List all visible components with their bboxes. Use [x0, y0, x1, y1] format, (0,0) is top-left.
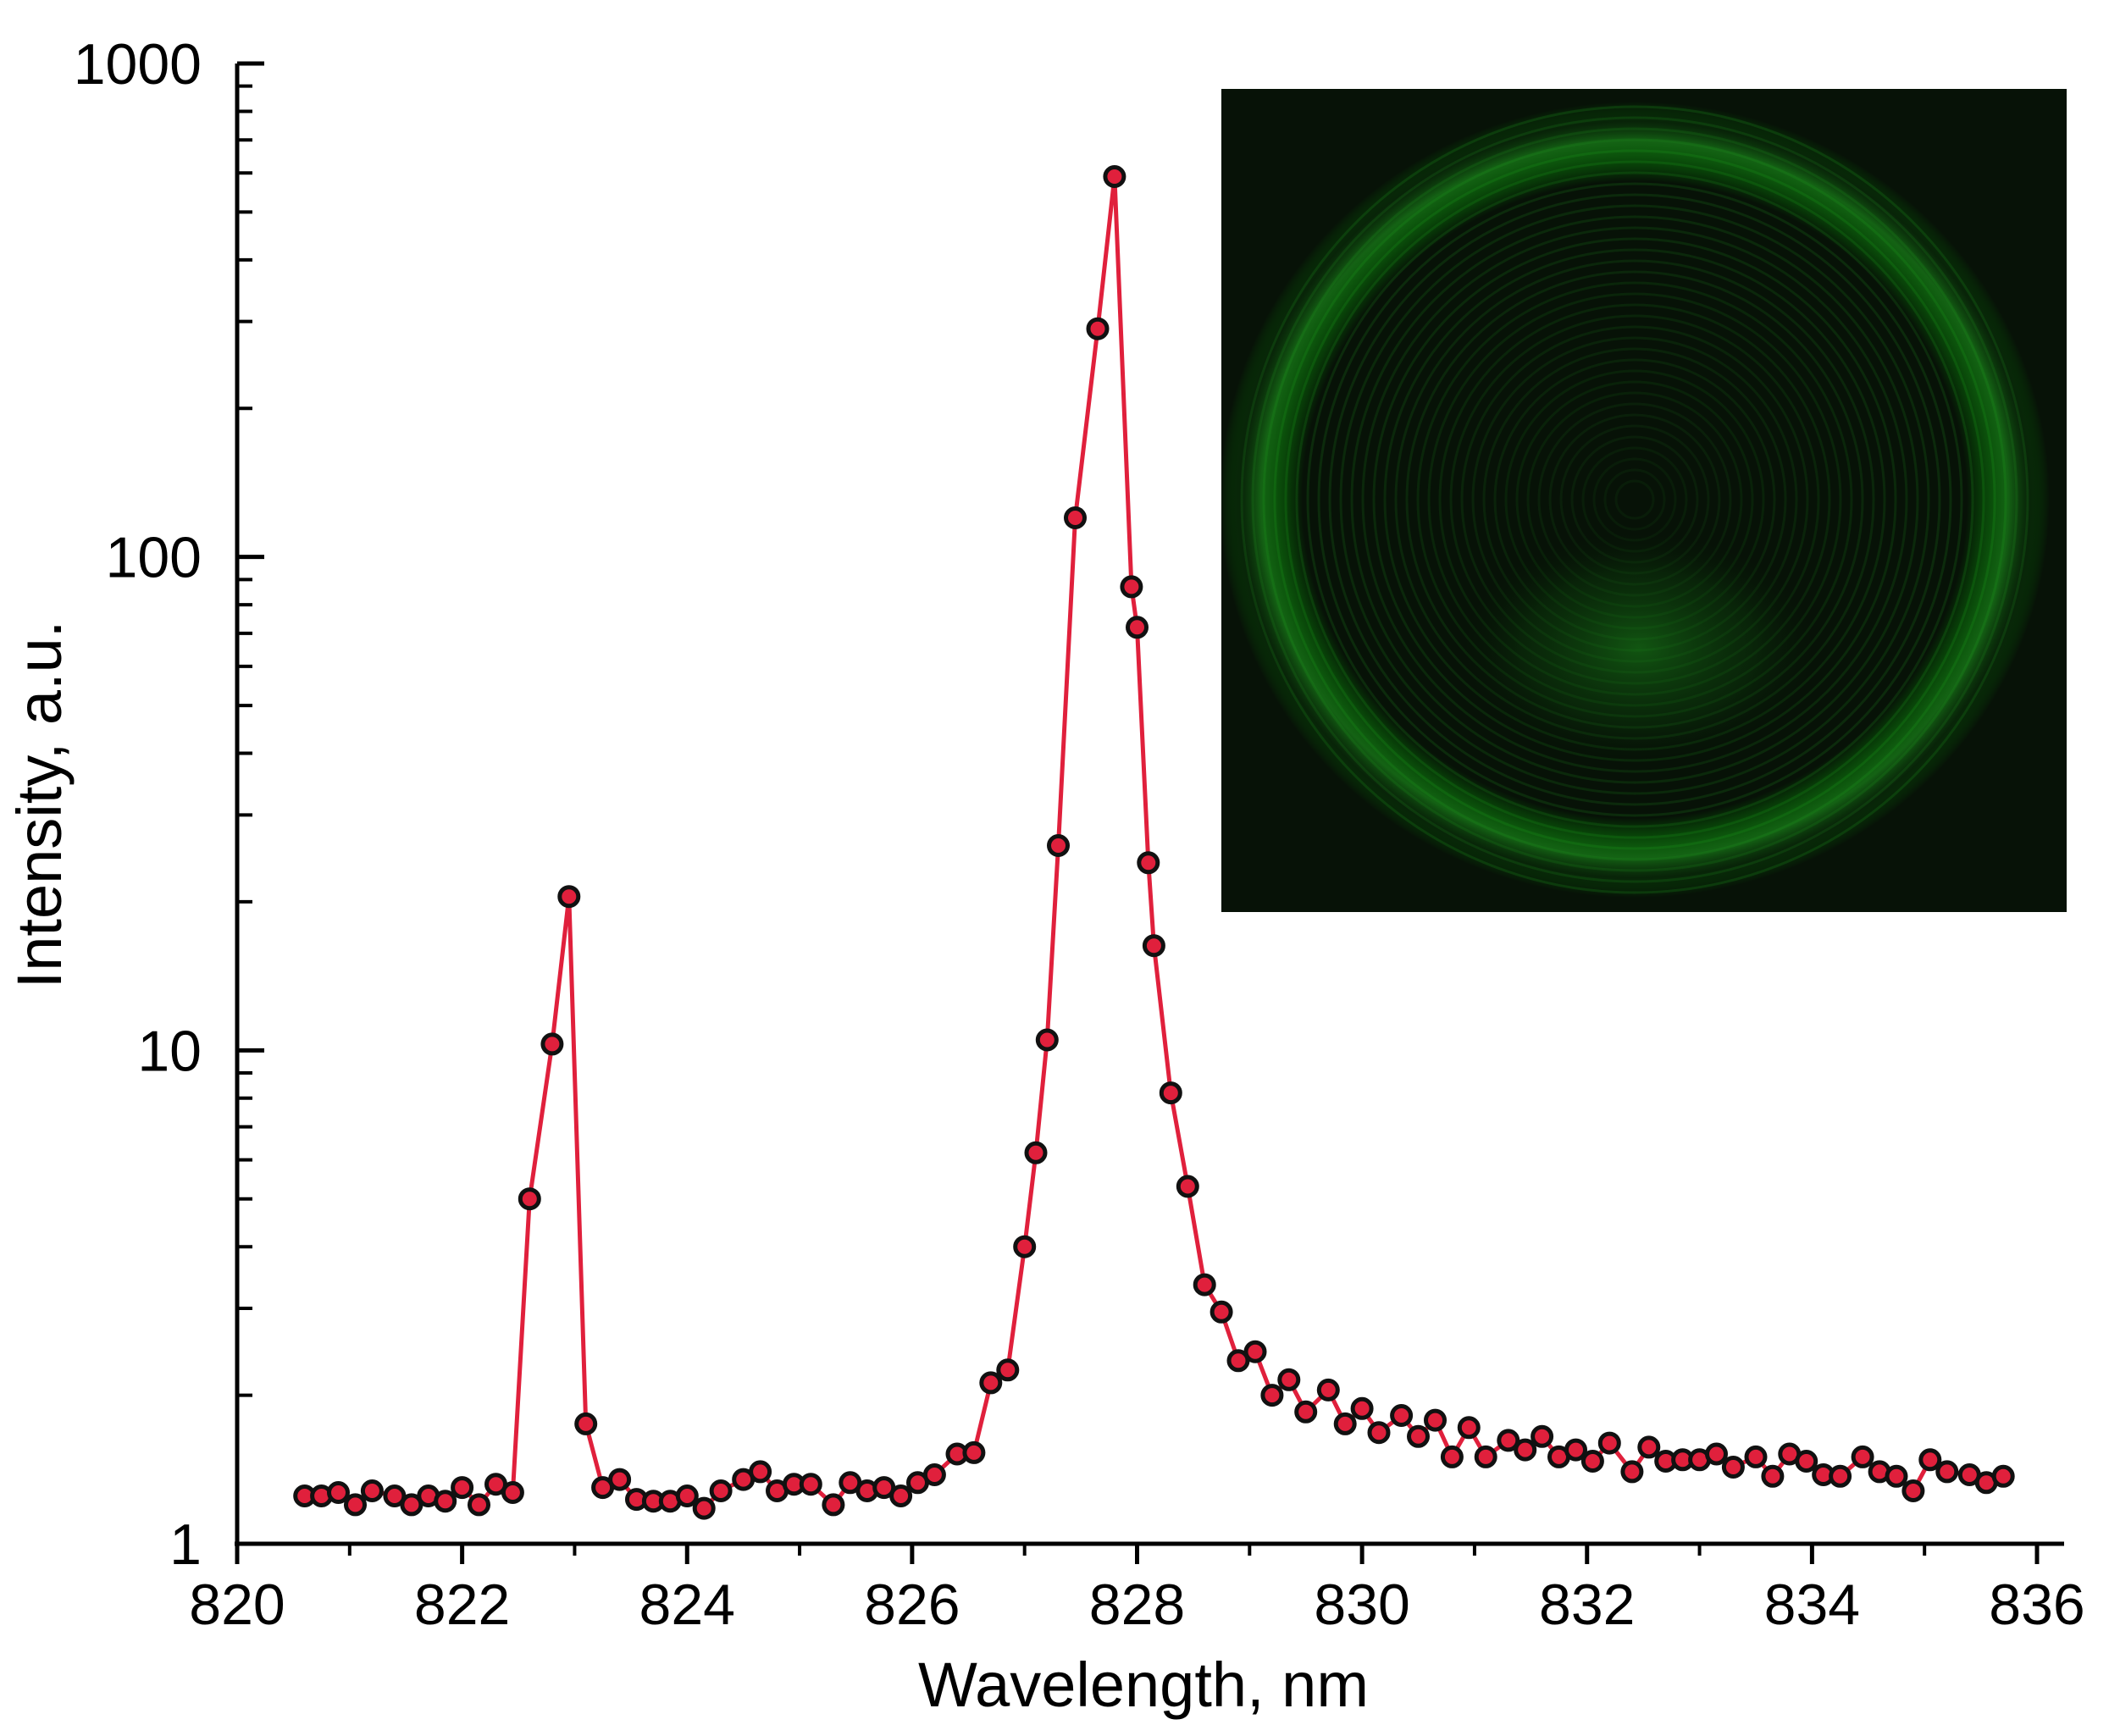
data-point — [1851, 1445, 1874, 1468]
x-tick-label: 830 — [1314, 1573, 1409, 1637]
data-point — [1137, 851, 1160, 875]
data-point — [1705, 1442, 1728, 1466]
data-point — [1333, 1412, 1357, 1435]
data-point — [1142, 934, 1165, 958]
y-tick-label: 1 — [169, 1512, 202, 1577]
data-point — [1637, 1435, 1661, 1459]
data-point — [1316, 1378, 1340, 1402]
data-point — [1390, 1404, 1414, 1427]
data-point — [1885, 1464, 1908, 1488]
data-point — [1531, 1424, 1554, 1448]
data-point — [962, 1440, 986, 1464]
data-point — [1120, 575, 1143, 599]
data-point — [709, 1479, 733, 1502]
data-point — [344, 1493, 367, 1517]
data-point — [1086, 317, 1110, 340]
x-axis-label: Wavelength, nm — [918, 1650, 1369, 1720]
data-point — [1457, 1416, 1481, 1440]
data-point — [383, 1484, 407, 1507]
y-tick-label: 10 — [137, 1019, 202, 1083]
data-point — [692, 1496, 716, 1520]
data-point — [1514, 1438, 1537, 1462]
data-point — [1260, 1384, 1284, 1407]
data-point — [675, 1484, 699, 1507]
data-point — [1367, 1421, 1391, 1445]
data-point — [1721, 1456, 1745, 1479]
data-point — [1024, 1141, 1048, 1164]
data-point — [822, 1493, 845, 1517]
x-tick-label: 832 — [1539, 1573, 1635, 1637]
x-tick-label: 826 — [864, 1573, 960, 1637]
data-point — [1761, 1464, 1785, 1488]
data-point — [540, 1032, 564, 1056]
data-point — [1159, 1081, 1182, 1105]
x-tick-label: 828 — [1089, 1573, 1185, 1637]
data-point — [1243, 1340, 1267, 1363]
data-point — [1918, 1448, 1942, 1472]
data-point — [434, 1490, 457, 1513]
data-point — [996, 1358, 1020, 1382]
data-points — [293, 165, 2015, 1520]
data-point — [1564, 1438, 1587, 1462]
inset-ring-pattern-image — [1221, 89, 2067, 912]
x-tick-label: 824 — [639, 1573, 735, 1637]
data-point — [400, 1493, 423, 1517]
data-point — [1744, 1445, 1768, 1468]
data-point — [889, 1484, 913, 1507]
data-point — [1226, 1349, 1250, 1373]
data-point — [451, 1476, 474, 1500]
data-point — [979, 1371, 1003, 1395]
data-point — [1064, 506, 1087, 529]
data-point — [1350, 1396, 1374, 1420]
x-tick-label: 822 — [414, 1573, 510, 1637]
data-point — [1580, 1450, 1604, 1473]
x-tick-label: 836 — [1989, 1573, 2084, 1637]
data-point — [1209, 1300, 1233, 1324]
data-point — [1013, 1235, 1037, 1258]
data-point — [1193, 1273, 1216, 1296]
data-point — [1901, 1479, 1925, 1502]
data-point — [922, 1463, 946, 1486]
data-point — [1424, 1408, 1447, 1432]
data-point — [1597, 1431, 1621, 1455]
data-point — [1991, 1464, 2015, 1488]
data-point — [574, 1412, 598, 1435]
y-axis-label: Intensity, a.u. — [4, 621, 75, 989]
data-point — [1474, 1445, 1497, 1468]
data-point — [1103, 165, 1126, 188]
x-axis-ticks: 820 822 824 826 828 830 832 834 836 — [189, 1544, 2085, 1637]
data-point — [799, 1473, 822, 1496]
data-point — [749, 1460, 772, 1484]
data-point — [557, 885, 581, 909]
data-point — [1795, 1450, 1818, 1473]
data-point — [327, 1481, 350, 1504]
data-point — [1176, 1175, 1199, 1198]
data-point — [1440, 1445, 1464, 1468]
data-point — [1047, 834, 1070, 857]
data-point — [518, 1187, 541, 1211]
x-tick-label: 834 — [1764, 1573, 1860, 1637]
data-point — [1294, 1400, 1318, 1424]
data-point — [1126, 616, 1149, 639]
data-point — [1277, 1368, 1301, 1391]
data-point — [1497, 1429, 1520, 1452]
data-point — [1620, 1460, 1644, 1484]
data-point — [1035, 1028, 1059, 1052]
data-point — [468, 1493, 490, 1517]
data-point — [1935, 1460, 1959, 1484]
data-point — [1407, 1424, 1430, 1448]
x-tick-label: 820 — [189, 1573, 285, 1637]
data-point — [1829, 1464, 1852, 1488]
y-tick-label: 100 — [106, 526, 202, 590]
data-point — [608, 1468, 632, 1491]
y-tick-label: 1000 — [74, 32, 202, 97]
axes — [235, 64, 2064, 1546]
y-axis-ticks: 1 10 100 1000 — [74, 32, 264, 1577]
data-point — [501, 1481, 524, 1504]
data-point — [360, 1479, 384, 1502]
